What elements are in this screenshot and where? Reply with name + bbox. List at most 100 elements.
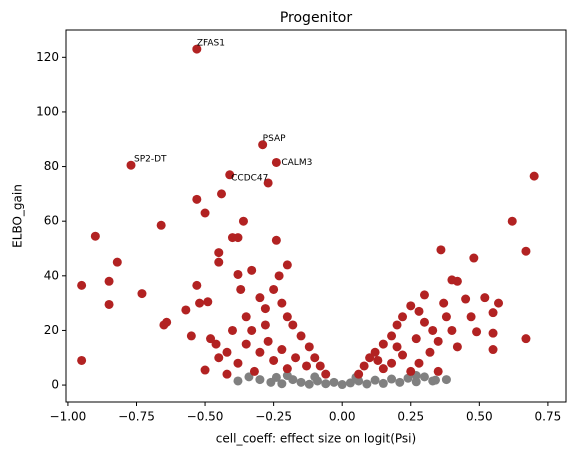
point — [77, 355, 87, 365]
point — [365, 353, 375, 363]
annotation: SP2-DT — [134, 155, 167, 165]
x-tick-label: 0.75 — [535, 410, 562, 424]
point — [529, 171, 539, 181]
point — [452, 276, 462, 286]
point — [156, 220, 166, 230]
x-axis-label: cell_coeff: effect size on logit(Psi) — [216, 432, 416, 446]
point — [291, 353, 301, 363]
point — [507, 216, 517, 226]
point — [378, 339, 388, 349]
point — [271, 157, 281, 167]
point — [488, 328, 498, 338]
point — [345, 378, 355, 388]
point — [419, 317, 429, 327]
point — [271, 372, 281, 382]
point — [282, 260, 292, 270]
point — [211, 339, 221, 349]
point — [288, 320, 298, 330]
point — [406, 366, 416, 376]
point — [233, 233, 243, 243]
x-tick-label: −1.00 — [50, 410, 87, 424]
point — [269, 284, 279, 294]
point — [104, 299, 114, 309]
point — [480, 293, 490, 303]
point — [90, 231, 100, 241]
y-tick-label: 0 — [51, 378, 59, 392]
point — [428, 325, 438, 335]
point — [395, 377, 405, 387]
x-tick-label: −0.75 — [118, 410, 155, 424]
point — [244, 372, 254, 382]
point — [77, 280, 87, 290]
annotation: ZFAS1 — [197, 39, 225, 49]
point — [337, 380, 347, 390]
point — [414, 358, 424, 368]
point — [269, 355, 279, 365]
point — [387, 358, 397, 368]
x-tick-label: 0.50 — [466, 410, 493, 424]
point — [488, 345, 498, 355]
point — [488, 308, 498, 318]
point — [214, 353, 224, 363]
point — [233, 358, 243, 368]
point — [247, 265, 257, 275]
x-tick-label: 0.00 — [329, 410, 356, 424]
point — [494, 298, 504, 308]
point — [241, 339, 251, 349]
point — [373, 355, 383, 365]
x-tick-label: −0.25 — [255, 410, 292, 424]
point — [200, 365, 210, 375]
point — [255, 347, 265, 357]
x-tick-label: 0.25 — [397, 410, 424, 424]
point — [277, 379, 287, 389]
point — [274, 271, 284, 281]
point — [304, 379, 314, 389]
point — [222, 347, 232, 357]
point — [521, 334, 531, 344]
point — [461, 294, 471, 304]
annotation: PSAP — [263, 134, 286, 144]
point — [263, 178, 273, 188]
point — [222, 369, 232, 379]
point — [439, 298, 449, 308]
point — [521, 246, 531, 256]
point — [214, 248, 224, 258]
point — [387, 331, 397, 341]
point — [392, 320, 402, 330]
point — [378, 364, 388, 374]
point — [192, 280, 202, 290]
point — [247, 325, 257, 335]
point — [321, 369, 331, 379]
point — [200, 208, 210, 218]
point — [362, 379, 372, 389]
point — [296, 377, 306, 387]
point — [441, 312, 451, 322]
point — [236, 284, 246, 294]
chart-title: Progenitor — [280, 10, 353, 26]
point — [419, 372, 429, 382]
point — [469, 253, 479, 263]
point — [315, 361, 325, 371]
point — [411, 334, 421, 344]
point — [425, 347, 435, 357]
point — [472, 327, 482, 337]
point — [277, 298, 287, 308]
point — [329, 377, 339, 387]
point — [398, 350, 408, 360]
point — [271, 235, 281, 245]
point — [321, 379, 331, 389]
point — [159, 320, 169, 330]
point — [441, 375, 451, 385]
point — [282, 371, 292, 381]
annotation: CCDC47 — [231, 173, 268, 183]
point — [104, 276, 114, 286]
point — [255, 293, 265, 303]
point — [282, 312, 292, 322]
point — [192, 44, 202, 54]
point — [452, 342, 462, 352]
point — [387, 374, 397, 384]
point — [419, 290, 429, 300]
point — [260, 320, 270, 330]
point — [217, 189, 227, 199]
